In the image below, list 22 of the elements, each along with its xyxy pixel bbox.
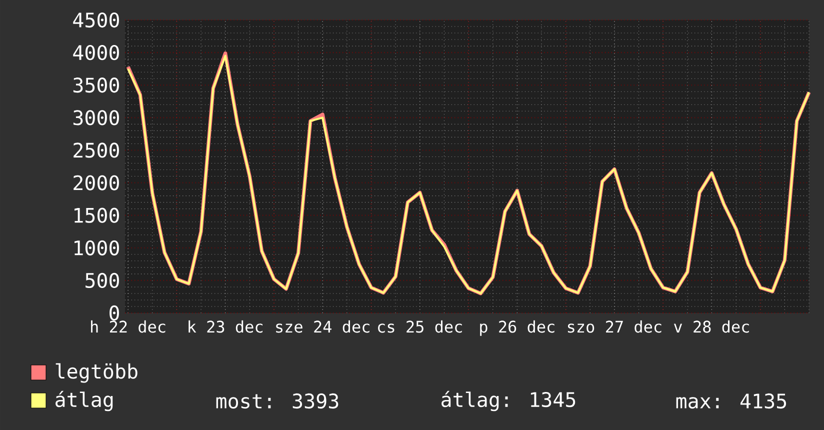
y-tick-label: 3500 xyxy=(73,78,119,93)
legend-label: legtöbb xyxy=(56,363,138,383)
text: max: 4135 xyxy=(676,393,786,409)
text: átlag: 1345 xyxy=(442,390,576,412)
x-tick-label: cs 25 dec xyxy=(378,320,462,333)
x-tick-label: h 22 dec xyxy=(91,320,166,333)
y-tick-label: 4000 xyxy=(73,44,119,60)
y-tick-label: 2000 xyxy=(74,175,119,190)
text: most: 3393 xyxy=(216,393,338,409)
y-tick-label: 1500 xyxy=(74,208,119,223)
x-tick-label: v 28 dec xyxy=(674,320,749,333)
y-tick-label: 2500 xyxy=(74,142,119,158)
y-tick-label: 500 xyxy=(86,272,119,288)
x-tick-label: k 23 dec xyxy=(188,320,262,333)
y-tick-label: 4500 xyxy=(73,12,119,28)
x-tick-label: p 26 dec xyxy=(480,320,554,336)
y-tick-label: 3000 xyxy=(73,110,119,126)
x-tick-label: sze 24 dec xyxy=(276,320,370,333)
y-tick-label: 0 xyxy=(110,305,119,321)
legend-label: átlag xyxy=(56,390,113,412)
x-tick-label: szo 27 dec xyxy=(568,320,662,333)
y-tick-label: 1000 xyxy=(74,240,119,256)
